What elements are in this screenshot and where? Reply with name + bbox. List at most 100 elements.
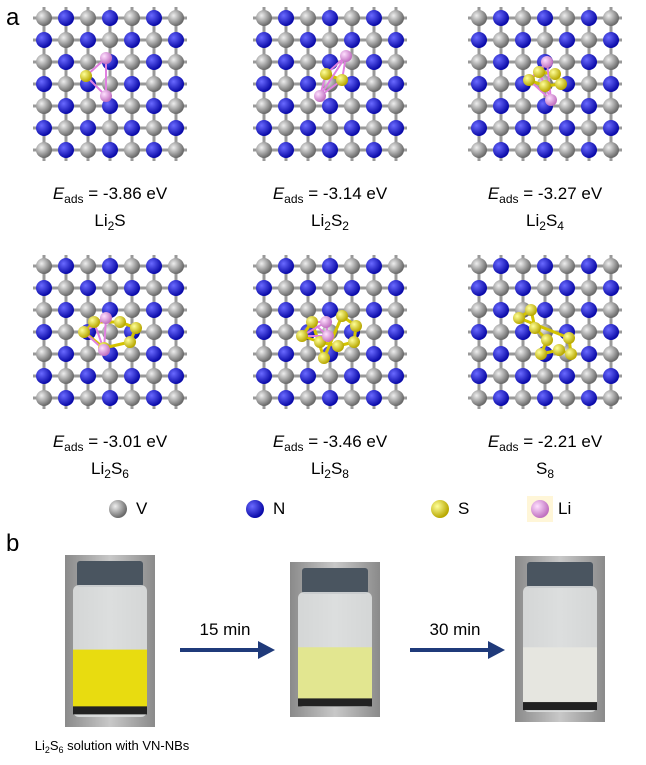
n-atom — [603, 280, 619, 296]
n-atom — [278, 346, 294, 362]
v-atom — [124, 302, 140, 318]
text-part: = -3.46 eV — [304, 432, 388, 451]
n-atom — [581, 390, 597, 406]
n-atom — [322, 142, 338, 158]
n-atom — [515, 120, 531, 136]
s-atom — [350, 320, 362, 332]
text-part: = -3.86 eV — [84, 184, 168, 203]
n-atom — [102, 390, 118, 406]
v-atom — [300, 142, 316, 158]
n-atom — [124, 76, 140, 92]
v-atom — [388, 346, 404, 362]
v-atom — [493, 324, 509, 340]
n-atom — [366, 346, 382, 362]
n-atom — [388, 120, 404, 136]
v-atom — [493, 76, 509, 92]
v-atom — [256, 10, 272, 26]
text-part: S — [111, 459, 122, 478]
v-atom — [493, 120, 509, 136]
n-atom — [515, 368, 531, 384]
s-atom — [336, 310, 348, 322]
v-atom — [344, 98, 360, 114]
v-atom — [322, 280, 338, 296]
v-atom — [366, 120, 382, 136]
n-atom — [300, 280, 316, 296]
v-atom — [278, 280, 294, 296]
n-atom — [36, 324, 52, 340]
n-atom — [278, 258, 294, 274]
v-atom — [581, 76, 597, 92]
v-atom — [256, 258, 272, 274]
s-atom — [306, 316, 318, 328]
n-atom — [366, 98, 382, 114]
v-atom — [559, 54, 575, 70]
panel-label: a — [6, 4, 19, 32]
text-part: S — [536, 459, 547, 478]
text-part: S — [114, 211, 125, 230]
text-part: Li — [94, 211, 107, 230]
v-atom — [603, 258, 619, 274]
v-atom — [493, 280, 509, 296]
n-atom — [559, 32, 575, 48]
v-atom — [388, 302, 404, 318]
text-part: S — [331, 211, 342, 230]
v-atom — [146, 368, 162, 384]
n-atom — [537, 142, 553, 158]
v-atom — [102, 120, 118, 136]
v-atom — [256, 390, 272, 406]
v-atom — [146, 76, 162, 92]
formula: Li2S4 — [526, 211, 564, 233]
n-atom — [36, 280, 52, 296]
text-part: E — [53, 184, 64, 203]
n-atom — [581, 54, 597, 70]
v-atom — [559, 302, 575, 318]
v-atom — [58, 32, 74, 48]
v-atom — [471, 258, 487, 274]
caption: Li2S6 solution with VN-NBs — [35, 738, 190, 755]
v-atom — [559, 142, 575, 158]
v-atom — [559, 10, 575, 26]
text-part: E — [53, 432, 64, 451]
text-part: 8 — [547, 467, 554, 481]
s-atom — [553, 344, 565, 356]
v-atom — [36, 98, 52, 114]
v-atom — [322, 368, 338, 384]
n-atom — [146, 390, 162, 406]
liquid — [73, 650, 147, 710]
v-atom — [366, 368, 382, 384]
n-atom — [80, 368, 96, 384]
n-atom — [322, 390, 338, 406]
n-atom — [581, 302, 597, 318]
text-part: Li — [91, 459, 104, 478]
v-atom — [300, 54, 316, 70]
text-part: S — [331, 459, 342, 478]
n-atom — [102, 142, 118, 158]
n-atom — [168, 368, 184, 384]
n-atom — [366, 258, 382, 274]
energy-label: Eads = -2.21 eV — [488, 432, 602, 454]
v-atom — [603, 346, 619, 362]
v-atom — [256, 302, 272, 318]
text-part: 2 — [324, 219, 331, 233]
n-atom — [388, 32, 404, 48]
text-part: S — [546, 211, 557, 230]
s-atom — [80, 70, 92, 82]
n-atom — [168, 324, 184, 340]
text-part: E — [273, 432, 284, 451]
n-atom — [493, 98, 509, 114]
v-atom — [58, 280, 74, 296]
v-atom — [278, 76, 294, 92]
v-atom — [537, 32, 553, 48]
n-atom — [515, 32, 531, 48]
v-atom — [471, 10, 487, 26]
s-atom — [555, 78, 567, 90]
v-atom — [102, 280, 118, 296]
s-atom — [78, 326, 90, 338]
v-atom — [388, 390, 404, 406]
v-atom — [388, 258, 404, 274]
n-atom — [366, 54, 382, 70]
text-part: ads — [284, 192, 303, 206]
n-atom — [322, 54, 338, 70]
formula: Li2S8 — [311, 459, 349, 481]
n-atom — [36, 32, 52, 48]
